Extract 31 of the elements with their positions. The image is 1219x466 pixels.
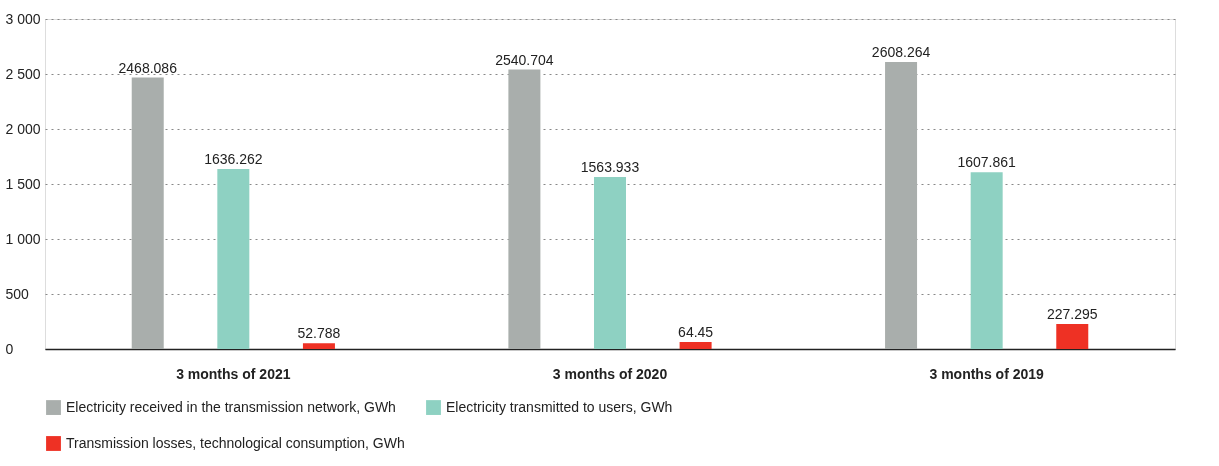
bar (131, 77, 164, 349)
data-label: 1607.861 (957, 154, 1017, 171)
legend-label: Electricity received in the transmission network, GWh (66, 398, 396, 415)
bar (508, 69, 541, 349)
y-tick-label: 3 000 (5, 10, 41, 27)
data-label: 227.295 (1046, 306, 1098, 322)
data-label: 2468.086 (118, 59, 178, 76)
bar (594, 176, 626, 349)
bar (970, 172, 1003, 349)
y-tick-label: 1 000 (5, 230, 41, 247)
bar (1056, 324, 1089, 349)
bar (885, 62, 918, 349)
bar (217, 169, 250, 349)
y-tick-label: 2 000 (5, 120, 41, 137)
x-tick-label: 3 months of 2020 (552, 365, 668, 382)
data-label: 52.788 (297, 325, 341, 342)
y-tick-label: 2 500 (5, 65, 41, 82)
x-tick-label: 3 months of 2021 (176, 365, 291, 382)
data-label: 2608.264 (871, 44, 931, 61)
data-label: 1636.262 (204, 151, 263, 168)
y-tick-label: 0 (5, 340, 14, 357)
legend-label: Electricity transmitted to users, GWh (446, 398, 673, 415)
data-label: 1563.933 (580, 158, 640, 175)
y-tick-label: 1 500 (5, 175, 41, 192)
bar (679, 341, 712, 349)
y-tick-label: 500 (5, 285, 30, 302)
data-label: 2540.704 (495, 51, 554, 68)
data-label: 64.45 (678, 323, 714, 340)
legend-label: Transmission losses, technological consumption, GWh (66, 434, 405, 451)
bar (302, 343, 335, 349)
x-tick-label: 3 months of 2019 (929, 365, 1045, 382)
